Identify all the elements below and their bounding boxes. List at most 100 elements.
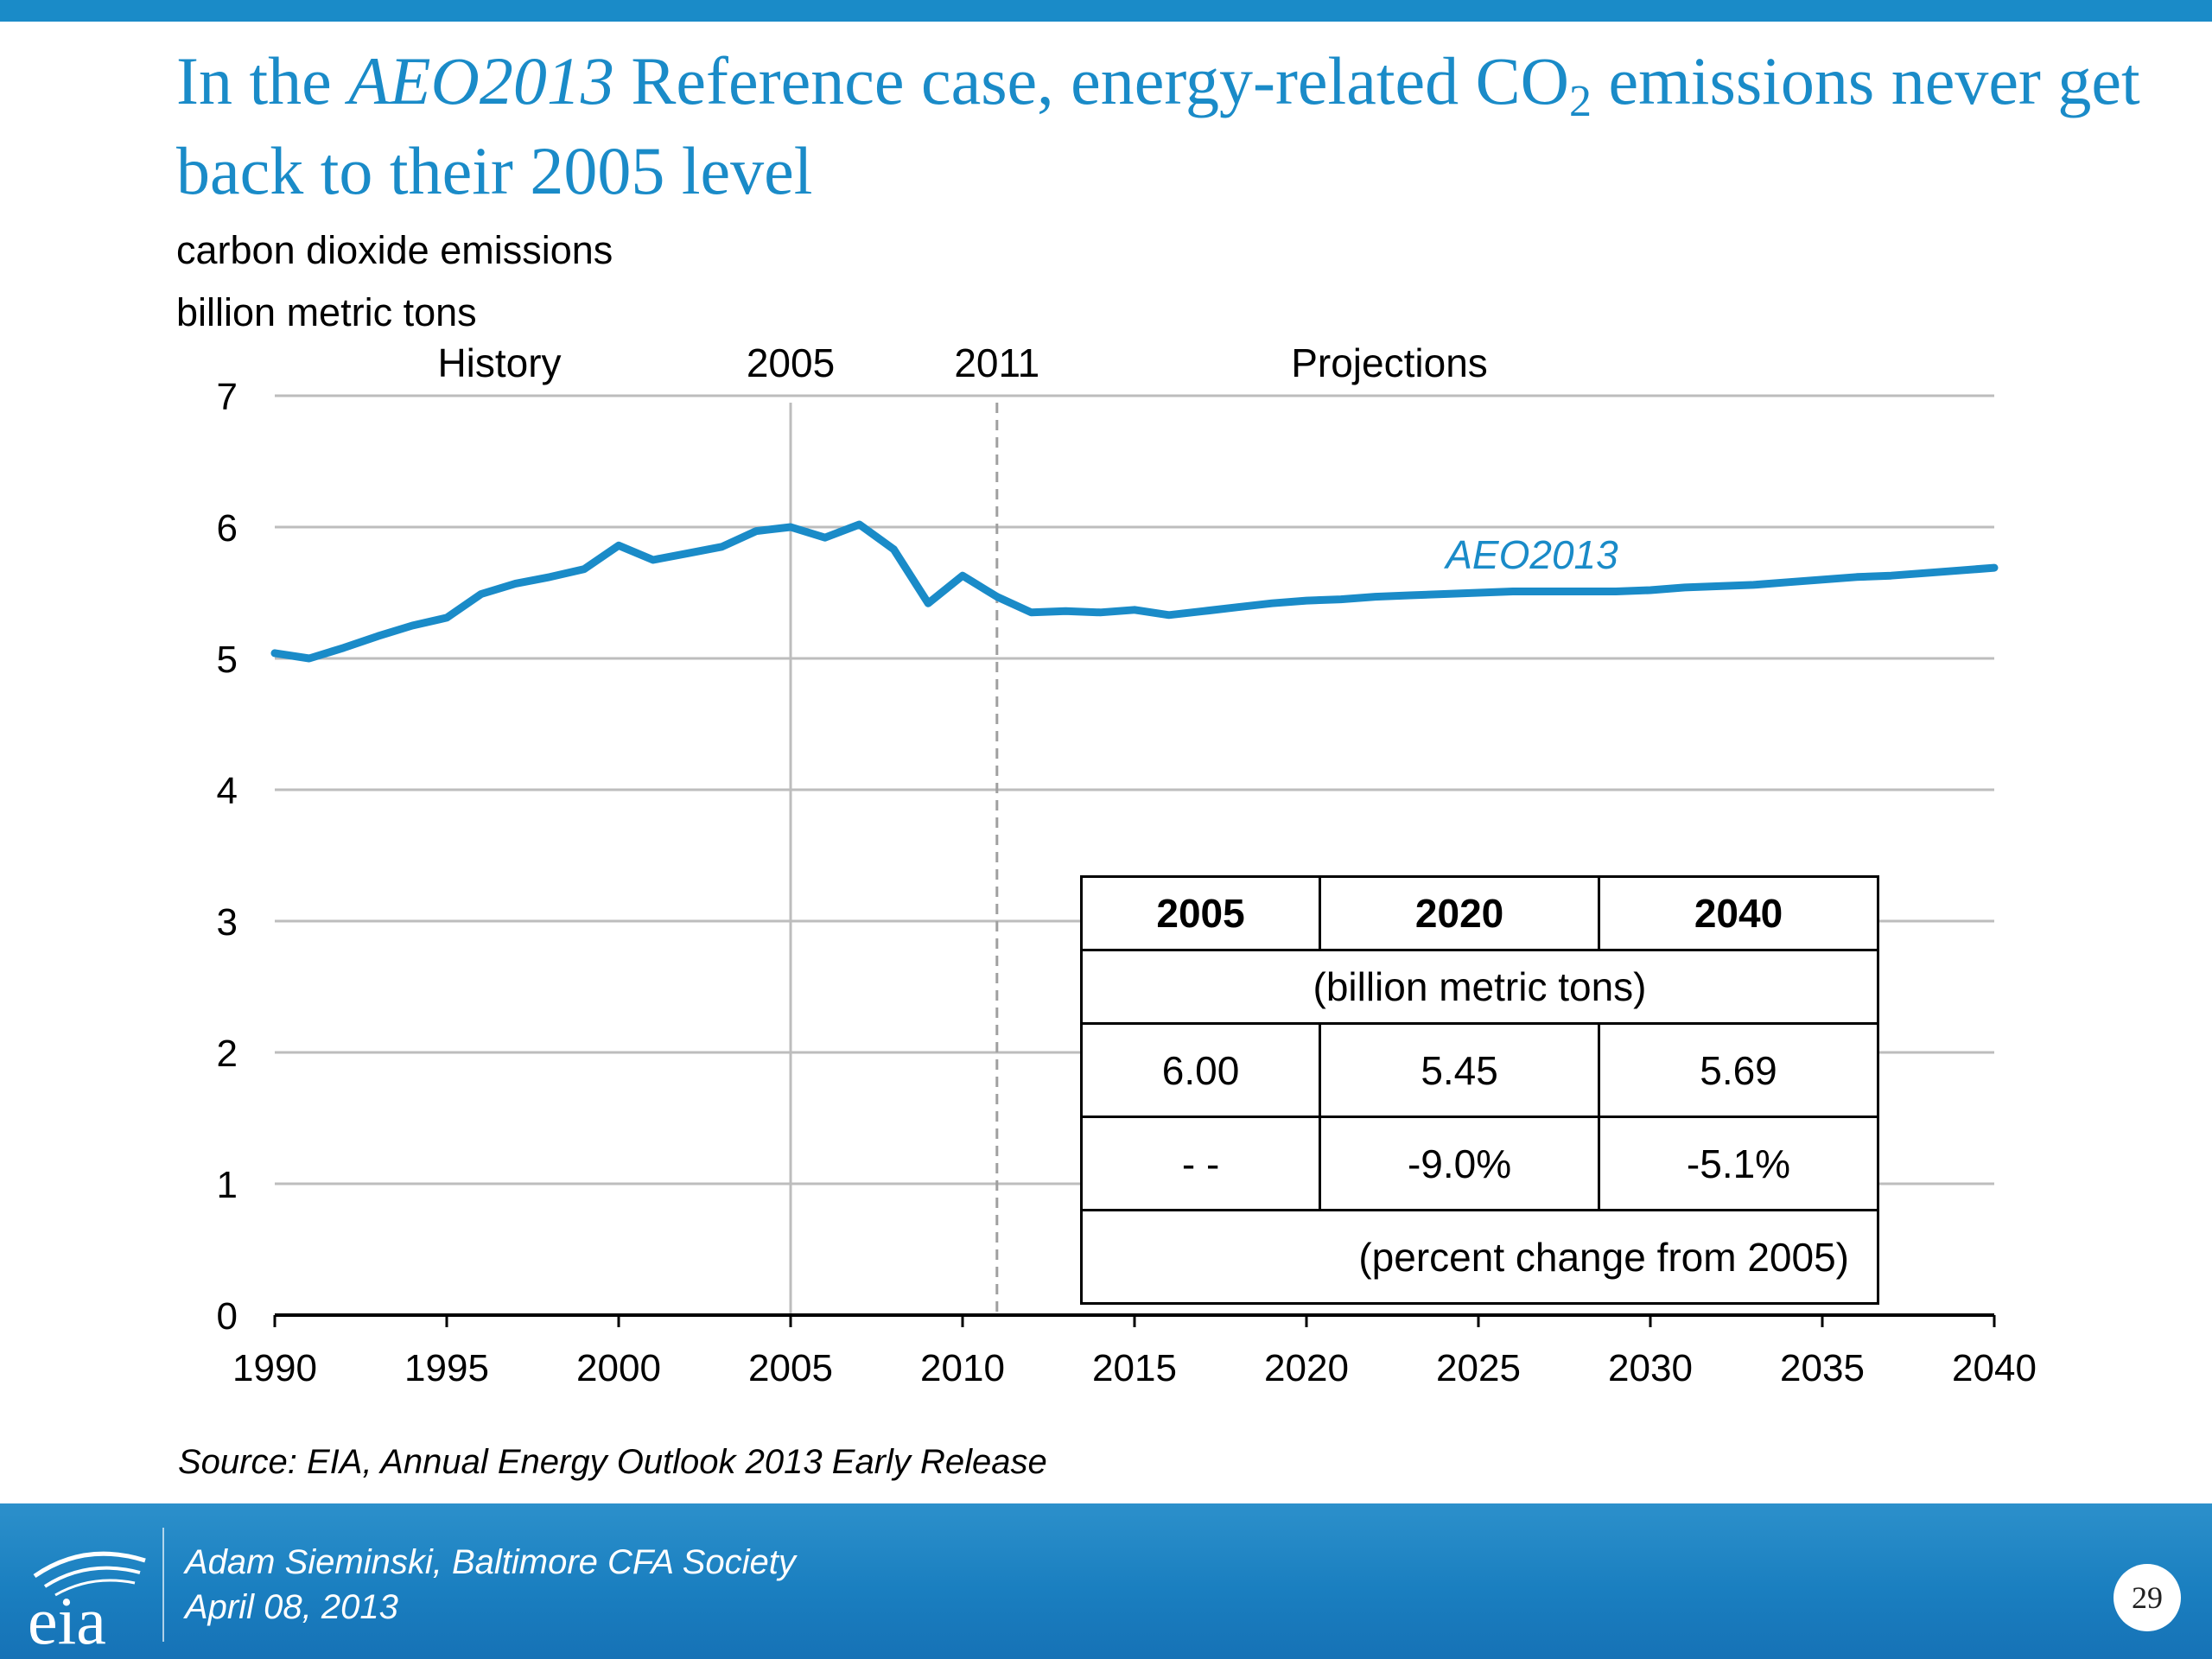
data-point	[1579, 588, 1585, 594]
y-tick-label: 5	[217, 639, 238, 681]
data-point	[684, 550, 690, 556]
table-value-2005: 6.00	[1079, 1022, 1322, 1118]
data-point	[1132, 607, 1137, 613]
data-point	[1992, 565, 1997, 571]
x-tick-label: 2025	[1436, 1347, 1521, 1389]
x-tick-label: 2030	[1608, 1347, 1693, 1389]
series-label-aeo2013: AEO2013	[1443, 532, 1618, 577]
series-line-aeo2013	[270, 520, 1999, 663]
data-point	[960, 573, 965, 579]
data-point	[306, 656, 312, 661]
data-point	[1372, 594, 1378, 600]
table-value-2020: 5.45	[1319, 1022, 1601, 1118]
y-tick-label: 7	[217, 376, 238, 418]
table-value-2040: 5.69	[1598, 1022, 1879, 1118]
data-point	[1820, 576, 1825, 582]
data-point	[1407, 593, 1413, 599]
x-tick-label: 1995	[404, 1347, 489, 1389]
data-point	[1476, 590, 1481, 595]
presenter-name: Adam Sieminski, Baltimore CFA Society	[185, 1543, 796, 1581]
data-point	[1613, 588, 1619, 594]
summary-table: 2005 2020 2040 (billion metric tons) 6.0…	[1079, 875, 1879, 1305]
annotation-projections: Projections	[1291, 340, 1488, 385]
footer-divider	[162, 1528, 164, 1642]
slide-title: In the AEO2013 Reference case, energy-re…	[176, 43, 2140, 208]
data-point	[616, 543, 621, 549]
data-point	[478, 591, 484, 597]
y-tick-label: 2	[217, 1033, 238, 1075]
x-tick-label: 2005	[748, 1347, 833, 1389]
table-change-2040: -5.1%	[1598, 1116, 1879, 1211]
page-number: 29	[2113, 1564, 2181, 1631]
data-point	[1338, 596, 1344, 602]
data-point	[1097, 609, 1103, 615]
presentation-date: April 08, 2013	[185, 1588, 398, 1626]
y-axis-title-line1: carbon dioxide emissions	[176, 228, 613, 272]
presenter-info: Adam Sieminski, Baltimore CFA Society Ap…	[185, 1540, 796, 1630]
data-point	[1648, 587, 1653, 593]
data-point	[1441, 591, 1447, 597]
data-point	[547, 574, 553, 580]
eia-logo: eia	[28, 1551, 146, 1650]
y-tick-label: 6	[217, 507, 238, 550]
annotation-history: History	[437, 340, 561, 385]
data-point	[1269, 601, 1275, 607]
data-point	[719, 543, 725, 550]
data-point	[788, 524, 793, 530]
footer-banner: eia Adam Sieminski, Baltimore CFA Societ…	[0, 1503, 2212, 1659]
data-point	[582, 566, 588, 572]
data-point	[994, 594, 1000, 600]
data-point	[1235, 604, 1241, 610]
x-tick-label: 2015	[1092, 1347, 1177, 1389]
x-tick-label: 2040	[1952, 1347, 2037, 1389]
data-point	[340, 645, 346, 651]
data-point	[444, 614, 449, 620]
data-point	[1510, 588, 1516, 594]
data-point	[1716, 583, 1722, 589]
data-point	[410, 623, 416, 628]
table-header-2005: 2005	[1079, 875, 1322, 951]
x-tick-label: 2010	[920, 1347, 1005, 1389]
y-tick-label: 4	[217, 770, 238, 812]
data-point	[891, 546, 897, 552]
annotation-year-2005: 2005	[747, 340, 835, 385]
data-point	[1063, 608, 1069, 614]
data-point	[1957, 568, 1963, 574]
data-point	[1304, 598, 1309, 604]
data-point	[1923, 570, 1929, 576]
table-unit-label: (billion metric tons)	[1080, 949, 1879, 1025]
x-tick-label: 2000	[576, 1347, 661, 1389]
top-accent-bar	[0, 0, 2212, 22]
data-point	[1888, 573, 1894, 579]
data-point	[1200, 608, 1206, 614]
data-point	[1785, 579, 1791, 585]
data-point	[1751, 582, 1757, 588]
eia-logo-text: eia	[28, 1583, 106, 1650]
x-tick-label: 2020	[1264, 1347, 1349, 1389]
annotation-year-2011: 2011	[954, 340, 1039, 385]
data-point	[272, 650, 277, 656]
x-tick-label: 2035	[1780, 1347, 1865, 1389]
data-point	[822, 535, 828, 541]
table-change-2005: - -	[1079, 1116, 1322, 1211]
y-axis-title-line2: billion metric tons	[176, 290, 477, 334]
y-tick-label: 0	[217, 1295, 238, 1338]
data-point	[1166, 612, 1172, 618]
data-point	[925, 601, 931, 607]
y-tick-label: 1	[217, 1164, 238, 1206]
data-point	[512, 581, 518, 587]
x-tick-label: 1990	[232, 1347, 317, 1389]
data-point	[1681, 584, 1688, 590]
table-change-label: (percent change from 2005)	[1080, 1209, 1879, 1305]
data-point	[375, 633, 381, 639]
source-note: Source: EIA, Annual Energy Outlook 2013 …	[178, 1443, 1047, 1481]
data-point	[753, 528, 760, 534]
table-header-2020: 2020	[1319, 875, 1601, 951]
data-point	[650, 557, 656, 563]
data-point	[1853, 574, 1859, 580]
data-point	[1544, 588, 1550, 594]
data-point	[1028, 609, 1034, 615]
data-point	[856, 521, 862, 527]
table-change-2020: -9.0%	[1319, 1116, 1601, 1211]
y-tick-label: 3	[217, 901, 238, 944]
